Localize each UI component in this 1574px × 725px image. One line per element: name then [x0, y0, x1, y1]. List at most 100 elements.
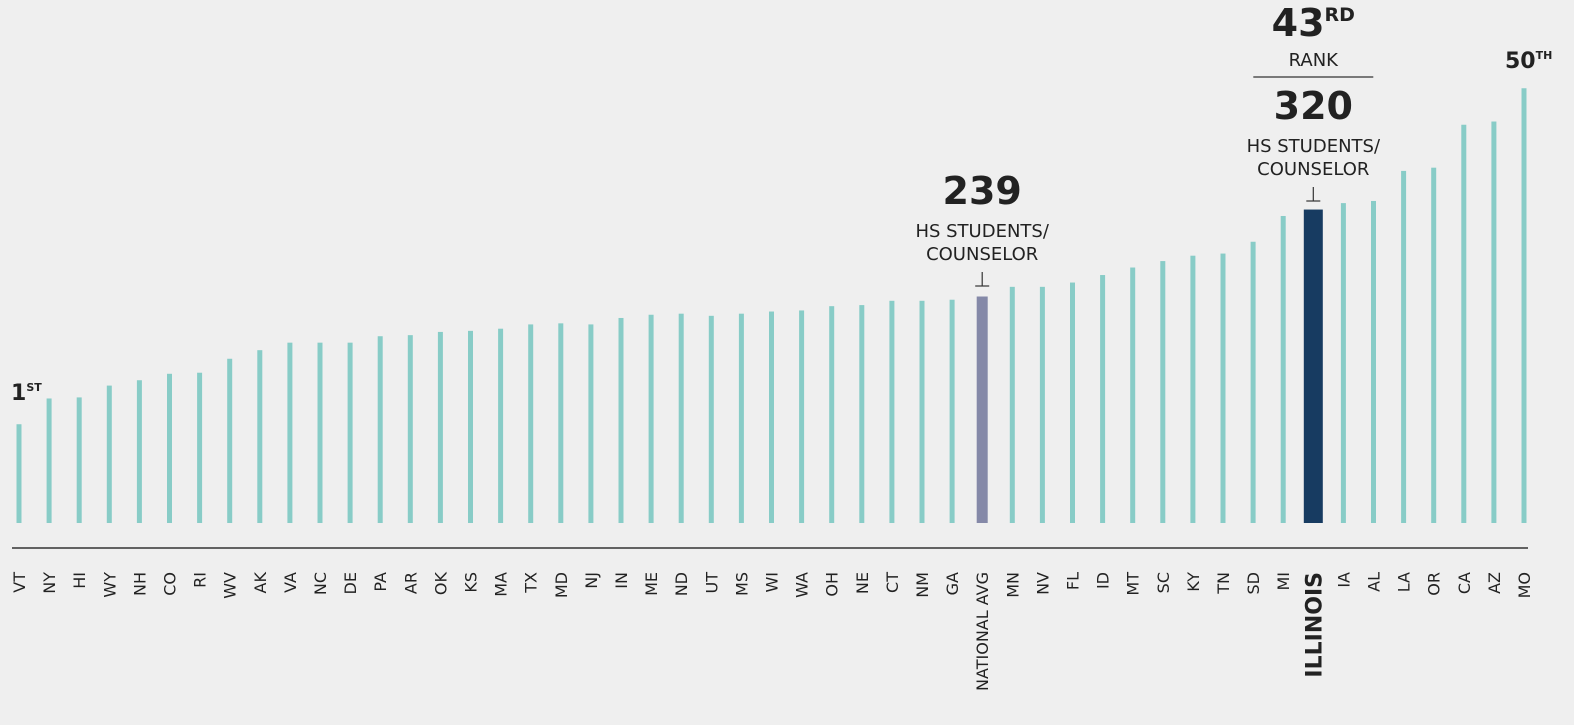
x-tick-label: KS [462, 572, 481, 593]
x-tick-label: CT [883, 572, 902, 593]
unit-label: HS STUDENTS/ [1247, 136, 1381, 157]
x-tick-label: SC [1154, 572, 1173, 593]
rank-number: 1 [11, 381, 26, 406]
bar [919, 300, 925, 523]
bar [1160, 261, 1166, 523]
rank-suffix: TH [1536, 49, 1553, 62]
bar [1039, 286, 1045, 523]
bar [498, 328, 504, 523]
x-tick-label: GA [943, 572, 962, 595]
bar [197, 372, 203, 523]
bar [317, 342, 323, 523]
bar [1401, 170, 1407, 523]
bar [588, 324, 594, 523]
x-tick-label: MI [1274, 572, 1293, 591]
x-tick-label: MO [1515, 572, 1534, 598]
bar [976, 296, 988, 523]
bar [1431, 167, 1437, 524]
x-tick-label: UT [702, 572, 721, 594]
x-tick-label: PA [371, 572, 390, 592]
value-label: 320 [1274, 84, 1353, 128]
rank-suffix: ST [26, 381, 42, 394]
x-tick-label: AL [1365, 572, 1384, 592]
x-tick-label: OR [1425, 572, 1444, 596]
bar [738, 313, 744, 523]
bar [949, 299, 955, 523]
bar [1461, 124, 1467, 523]
x-tick-label: RI [191, 572, 210, 588]
x-tick-label: MD [552, 572, 571, 598]
bar [437, 331, 443, 523]
x-tick-label: AR [401, 572, 420, 594]
bar [558, 323, 564, 523]
x-tick-label: CO [161, 572, 180, 596]
rank-number: 43 [1272, 1, 1325, 45]
bar [1220, 253, 1226, 523]
bar [769, 311, 774, 523]
x-tick-label: NH [130, 572, 149, 596]
x-tick-label: NC [311, 572, 330, 595]
x-tick-label: TN [1214, 572, 1233, 595]
x-tick-label: MN [1003, 572, 1022, 598]
unit-label: HS STUDENTS/ [915, 221, 1049, 242]
bar [1070, 282, 1075, 523]
bar [167, 373, 172, 523]
bar [678, 313, 684, 523]
x-tick-label: ID [1094, 572, 1113, 589]
bar [618, 317, 624, 523]
rank-label: 50TH [1505, 49, 1552, 74]
bar [257, 350, 263, 523]
bar [1009, 286, 1015, 523]
bar [1491, 121, 1497, 524]
x-tick-label: WA [793, 572, 812, 598]
rank-label: 1ST [11, 381, 42, 406]
x-tick-label: NE [853, 572, 872, 594]
bar [829, 306, 835, 523]
x-tick-label: WI [763, 572, 782, 593]
rank-suffix: RD [1325, 4, 1355, 26]
x-tick-label: DE [341, 572, 360, 594]
bar [1190, 255, 1196, 523]
x-tick-label: IN [612, 572, 631, 589]
bar [1521, 88, 1527, 524]
x-tick-label: IA [1334, 572, 1353, 588]
x-tick-label: KY [1184, 572, 1203, 592]
bar [648, 314, 654, 523]
unit-label: COUNSELOR [926, 244, 1038, 265]
bar [46, 398, 52, 523]
x-tick-label: NM [913, 572, 932, 598]
rank-number: 50 [1505, 49, 1536, 74]
bar [136, 380, 142, 523]
bar [407, 335, 413, 523]
x-tick-label: VT [10, 572, 29, 593]
bar [859, 305, 865, 523]
x-tick-label: AK [251, 571, 270, 593]
bar [347, 342, 353, 523]
x-tick-label: CA [1455, 572, 1474, 594]
x-tick-label: MA [492, 572, 511, 597]
rank-caption: RANK [1289, 50, 1340, 71]
bar [76, 397, 82, 523]
x-tick-label: NATIONAL AVG [973, 572, 992, 691]
x-tick-label: TX [522, 572, 541, 594]
bar [377, 336, 383, 523]
bar [1303, 209, 1323, 524]
x-tick-label: ILLINOIS [1302, 572, 1327, 678]
bar [708, 315, 714, 523]
bar [528, 324, 534, 523]
x-tick-label: OH [823, 572, 842, 597]
bar [1100, 275, 1106, 523]
x-tick-label: WV [221, 572, 240, 599]
bar [468, 330, 473, 523]
x-tick-label: VA [281, 572, 300, 593]
bar [889, 300, 895, 523]
x-tick-label: MS [732, 572, 751, 596]
x-tick-label: LA [1395, 572, 1414, 592]
bar [1371, 200, 1376, 523]
unit-label: COUNSELOR [1257, 159, 1369, 180]
x-tick-label: FL [1064, 572, 1083, 590]
x-tick-label: NY [40, 572, 59, 594]
x-tick-label: SD [1244, 572, 1263, 594]
bar [16, 424, 22, 523]
